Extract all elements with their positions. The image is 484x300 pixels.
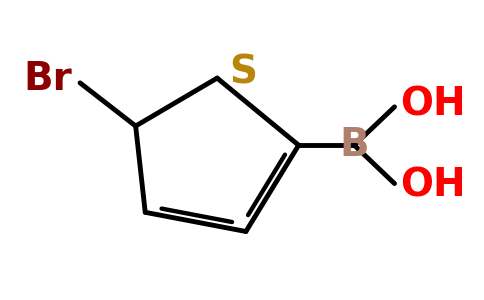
Text: Br: Br [24,60,73,98]
Text: OH: OH [400,86,466,124]
Text: B: B [339,126,369,164]
Text: S: S [229,53,257,91]
Text: OH: OH [400,167,466,205]
